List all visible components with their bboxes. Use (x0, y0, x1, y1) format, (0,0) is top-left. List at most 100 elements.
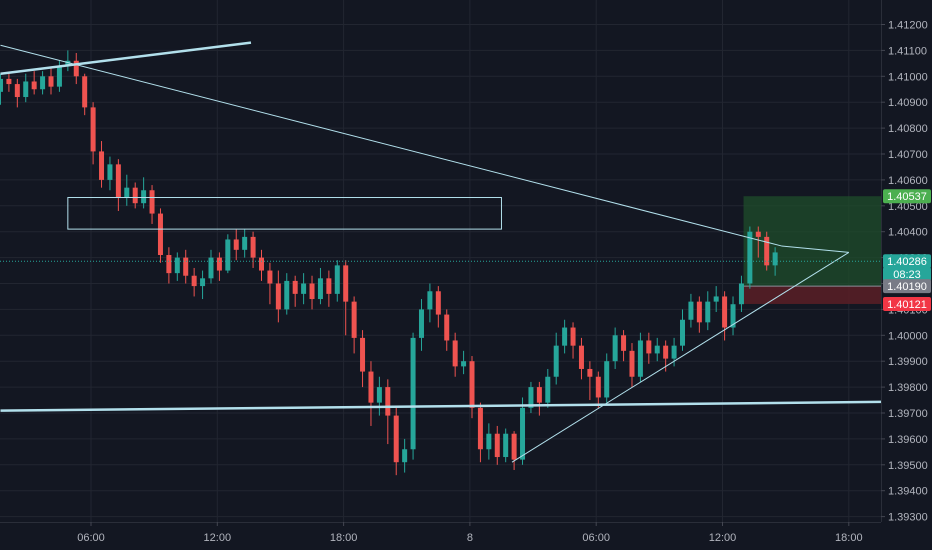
candle-body (0, 78, 3, 92)
candle (578, 337, 584, 380)
candle (250, 231, 256, 268)
candle-body (250, 236, 256, 258)
price-tick-label: 1.41200 (888, 20, 928, 32)
candle (553, 332, 559, 385)
candle-body (570, 327, 576, 346)
candle (738, 275, 744, 312)
candle (612, 327, 618, 369)
candle (242, 229, 248, 258)
candle (587, 361, 593, 401)
candle-body (65, 60, 71, 66)
candles (0, 50, 778, 476)
candle-body (393, 415, 399, 463)
drawings (0, 41, 932, 463)
candle-body (14, 84, 20, 98)
trend-line[interactable] (511, 251, 850, 463)
candle-body (275, 283, 281, 310)
time-tick-label: 06:00 (582, 532, 610, 544)
candle (141, 177, 147, 209)
candle-body (115, 164, 121, 199)
price-badge-bg (883, 254, 931, 269)
candle-body (233, 239, 239, 250)
candle (730, 296, 736, 336)
candle-body (528, 387, 534, 408)
candle-body (722, 296, 728, 328)
candle (40, 71, 46, 95)
candle (208, 249, 214, 284)
candle-body (23, 81, 29, 98)
supply-rectangle[interactable] (67, 197, 502, 230)
candle-body (494, 433, 500, 458)
trend-line[interactable] (0, 399, 932, 412)
trend-line[interactable] (0, 41, 252, 75)
candle-body (477, 407, 483, 450)
candle (604, 353, 610, 403)
candle-body (73, 60, 79, 77)
candle-body (755, 231, 761, 237)
candle-body (216, 257, 222, 271)
price-badge-label: 1.40286 (887, 256, 927, 268)
price-badge: 1.40121 (883, 296, 931, 311)
candle-body (621, 335, 627, 351)
candle (368, 361, 374, 426)
candle-body (48, 76, 54, 87)
candle-body (637, 340, 643, 377)
candle-body (149, 190, 155, 214)
candle (654, 337, 660, 362)
candle (646, 332, 652, 364)
price-tick-label: 1.39900 (888, 356, 928, 368)
candle (461, 350, 467, 375)
candle (570, 322, 576, 359)
price-tick-label: 1.41100 (888, 45, 927, 57)
candle-body (562, 327, 568, 346)
candle (225, 234, 231, 274)
candle-body (343, 265, 349, 302)
candle (545, 368, 551, 408)
price-badge: 1.40537 (883, 189, 931, 204)
candle (520, 397, 526, 465)
candle-body (738, 283, 744, 305)
candle-body (418, 309, 424, 338)
candle-body (520, 407, 526, 460)
candle-body (56, 65, 62, 87)
trend-line[interactable] (781, 245, 849, 253)
price-badge-label: 1.40190 (887, 281, 927, 293)
candle-body (545, 376, 551, 403)
candle-body (688, 301, 694, 320)
candle (259, 249, 265, 281)
candle (301, 273, 307, 305)
candle-body (730, 304, 736, 328)
candle-body (166, 255, 172, 274)
candle-body (334, 265, 340, 294)
price-badge-bg (883, 296, 931, 311)
price-tick-label: 1.40600 (888, 175, 928, 187)
candle-body (40, 76, 46, 90)
candle (680, 309, 686, 351)
candle (747, 226, 753, 289)
candle (115, 159, 121, 211)
candle (452, 332, 458, 377)
candle-body (461, 361, 467, 367)
trend-line[interactable] (0, 44, 782, 247)
candle (772, 247, 778, 276)
price-tick-label: 1.40500 (888, 201, 928, 213)
candle (292, 275, 298, 307)
candle (174, 252, 180, 281)
candle (688, 293, 694, 328)
candle-body (90, 107, 96, 152)
candle (6, 73, 12, 92)
price-badge-label: 1.40121 (887, 299, 927, 311)
candle (435, 286, 441, 328)
candle (705, 291, 711, 331)
time-tick-label: 12:00 (709, 532, 737, 544)
candle (637, 332, 643, 382)
stop-zone[interactable] (743, 286, 891, 304)
candle (511, 431, 517, 470)
candle (200, 270, 206, 300)
candle-body (31, 81, 37, 90)
price-badge: 08:23 (883, 267, 931, 282)
time-axis[interactable]: 06:00 12:00 18:00 8 06:00 12:00 18:00 (0, 522, 881, 550)
candle (722, 291, 728, 341)
candle-body (360, 337, 366, 372)
candle (326, 270, 332, 307)
